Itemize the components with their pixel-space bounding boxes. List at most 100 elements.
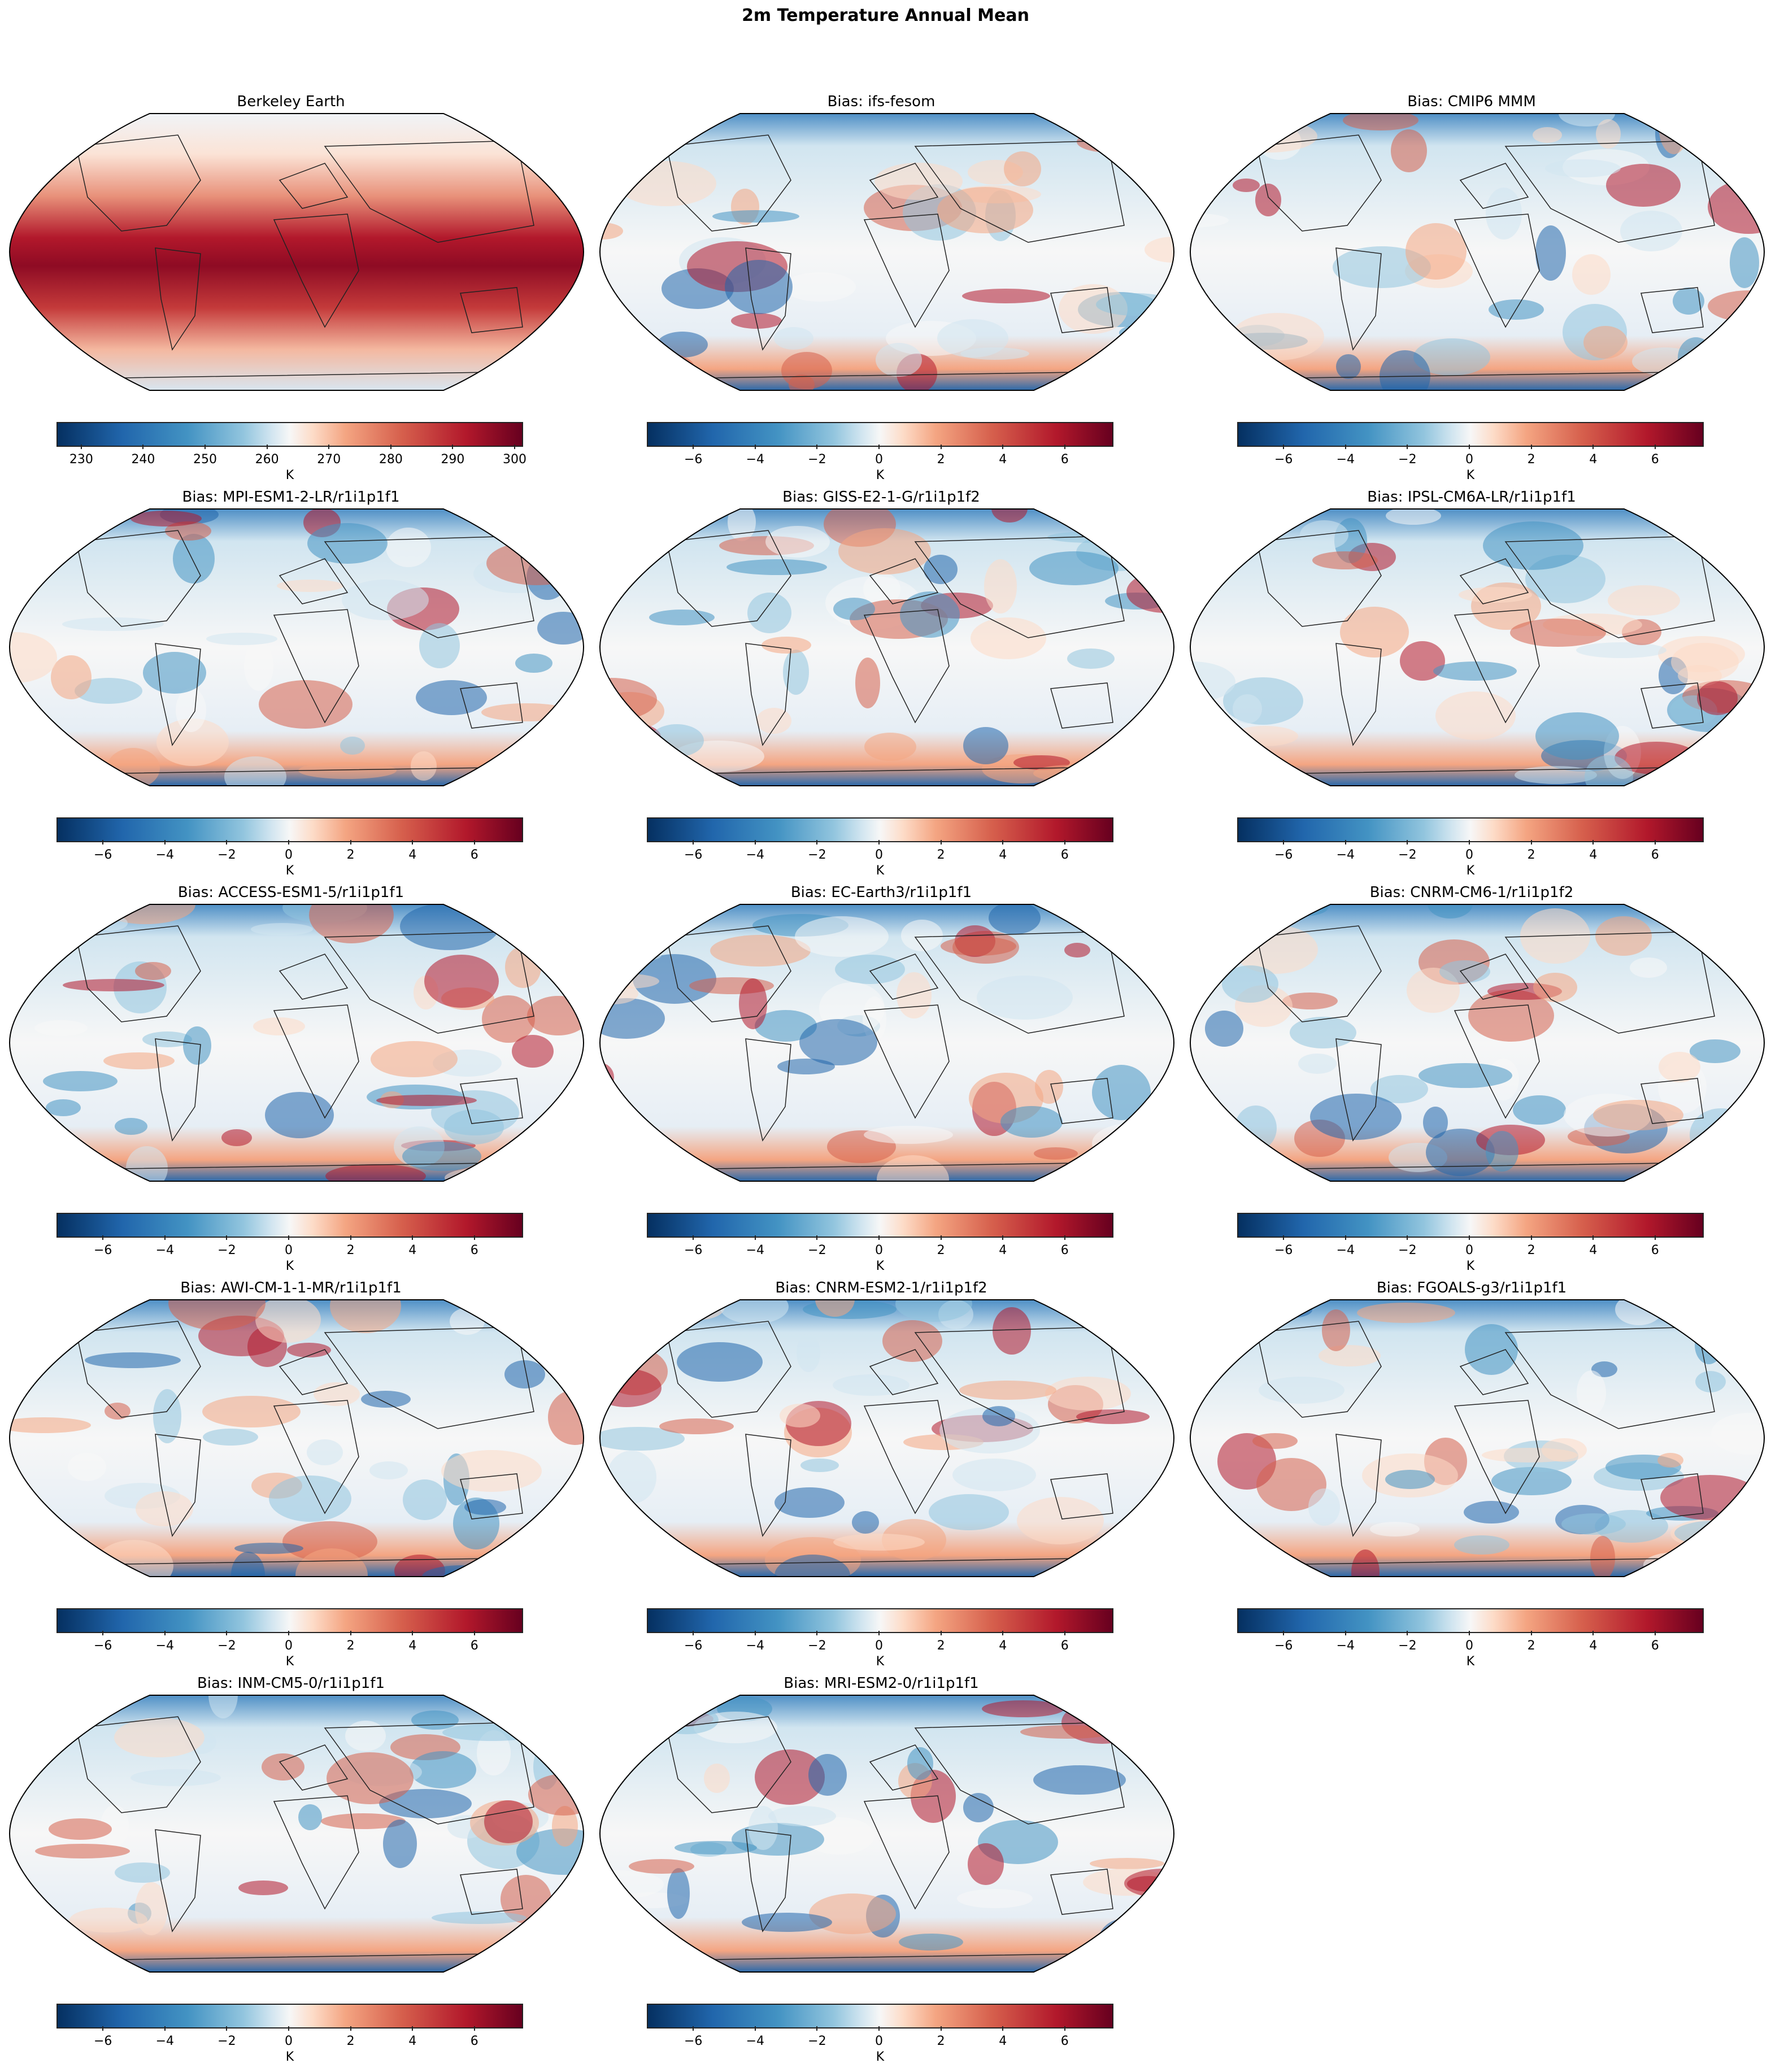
colorbar-label: K [876,1259,885,1273]
colorbar-label: K [285,864,294,878]
colorbar-tick: −6 [676,1235,710,1257]
colorbar-tick: 0 [272,2026,306,2048]
coastline [324,1326,534,1429]
coastline [1335,247,1382,351]
coastline [1504,1326,1715,1429]
coastline [460,682,523,729]
coastline [863,214,950,328]
colorbar-tick: 0 [272,1631,306,1653]
coastline [1641,287,1704,333]
coastline [279,163,349,209]
colorbar-tick: 4 [395,1235,429,1257]
map-panel: Bias: INM-CM5-0/r1i1p1f1 −6 −4 −2 0 2 4 6 K [0,1675,585,2070]
colorbar [56,1213,523,1238]
coastline [76,530,201,627]
map-panel: Bias: MPI-ESM1-2-LR/r1i1p1f1 −6 −4 −2 0 2 4 6 K [0,489,585,884]
colorbar [56,2004,523,2029]
colorbar-tick: −2 [800,1235,834,1257]
robinson-map [8,1299,585,1577]
panel-title: Bias: ACCESS-ESM1-5/r1i1p1f1 [177,884,404,901]
coastline [869,163,939,209]
robinson-map [599,904,1175,1182]
map-panel: Bias: ACCESS-ESM1-5/r1i1p1f1 −6 −4 −2 0 2 4 6 K [0,884,585,1279]
panel-title: Bias: CNRM-CM6-1/r1i1p1f2 [1369,884,1574,901]
coastline [324,536,534,638]
colorbar-tick: 2 [1515,1631,1548,1653]
colorbar-tick: 6 [1048,1631,1082,1653]
coastline [273,1795,359,1910]
map-panel: Bias: CNRM-ESM2-1/r1i1p1f2 −6 −4 −2 0 2 4 6 K [590,1279,1175,1675]
coastline [745,1829,791,1932]
coastline [279,558,349,604]
colorbar [1237,817,1704,842]
colorbar-ticks: −6 −4 −2 0 2 4 6 [1237,840,1704,865]
map-panel: Bias: MRI-ESM2-0/r1i1p1f1 −6 −4 −2 0 2 4 6 K [590,1675,1175,2070]
colorbar-tick: −2 [1390,1235,1424,1257]
colorbar-tick: −4 [738,1631,772,1653]
coastline [1050,1473,1113,1520]
coastline [76,134,201,232]
colorbar-tick: −6 [1267,1631,1300,1653]
coastline [863,1795,950,1910]
coastline [666,1716,791,1813]
map-panel: Bias: CNRM-CM6-1/r1i1p1f2 −6 −4 −2 0 2 4 6 K [1181,884,1765,1279]
colorbar-tick: 2 [924,1235,958,1257]
robinson-map [599,113,1175,391]
colorbar-ticks: −6 −4 −2 0 2 4 6 [1237,1235,1704,1260]
colorbar-tick: 0 [862,1631,896,1653]
colorbar-tick: 2 [924,840,958,862]
coastline [1050,682,1113,729]
colorbar-tick: 280 [374,445,408,467]
colorbar-tick: 2 [334,1235,368,1257]
colorbar-tick: 2 [1515,840,1548,862]
colorbar-ticks: −6 −4 −2 0 2 4 6 [56,1631,523,1656]
coastline [1454,1004,1540,1119]
colorbar-tick: 0 [1452,445,1486,467]
map-panel: Bias: IPSL-CM6A-LR/r1i1p1f1 −6 −4 −2 0 2 4 6 K [1181,489,1765,884]
colorbar-tick: 4 [395,1631,429,1653]
panel-title: Bias: FGOALS-g3/r1i1p1f1 [1376,1279,1567,1296]
colorbar-tick: 0 [862,2026,896,2048]
colorbar-label: K [1466,468,1475,482]
colorbar-tick: 4 [1576,840,1610,862]
colorbar-tick: −6 [676,1631,710,1653]
coastline [1256,1321,1382,1418]
coastline [1256,925,1382,1022]
colorbar-tick: −4 [148,2026,182,2048]
colorbar-ticks: −6 −4 −2 0 2 4 6 [647,1235,1113,1260]
colorbar-tick: 6 [458,2026,491,2048]
coastline [1454,214,1540,328]
coastline [273,1400,359,1514]
colorbar-tick: 6 [1048,445,1082,467]
colorbar-label: K [1466,864,1475,878]
colorbar-tick: −2 [800,445,834,467]
coastline [279,954,349,1000]
colorbar-tick: −4 [1329,445,1363,467]
colorbar-tick: 6 [1048,2026,1082,2048]
colorbar-tick: −2 [800,2026,834,2048]
coastline [324,931,534,1034]
coastline [1454,609,1540,724]
coastline [1050,287,1113,333]
coastline [460,1078,523,1124]
colorbar-tick: −4 [148,840,182,862]
coastline [279,1744,349,1791]
colorbar-tick: −2 [1390,1631,1424,1653]
colorbar-ticks: 230 240 250 260 270 280 290 300 [56,445,526,469]
colorbar-tick: −4 [1329,840,1363,862]
coastline [324,1722,534,1825]
robinson-map [1189,113,1765,391]
coastline [745,1038,791,1142]
colorbar-tick: −2 [210,840,243,862]
coastline [914,1722,1125,1825]
colorbar-label: K [285,468,294,482]
colorbar-tick: 6 [1638,1235,1672,1257]
colorbar-tick: 0 [1452,840,1486,862]
coastline [1641,1473,1704,1520]
panel-title: Bias: IPSL-CM6A-LR/r1i1p1f1 [1367,489,1576,506]
coastline [1335,1434,1382,1537]
colorbar-tick: 4 [395,840,429,862]
colorbar-ticks: −6 −4 −2 0 2 4 6 [647,445,1113,469]
coastline [1256,134,1382,232]
colorbar [1237,1608,1704,1633]
